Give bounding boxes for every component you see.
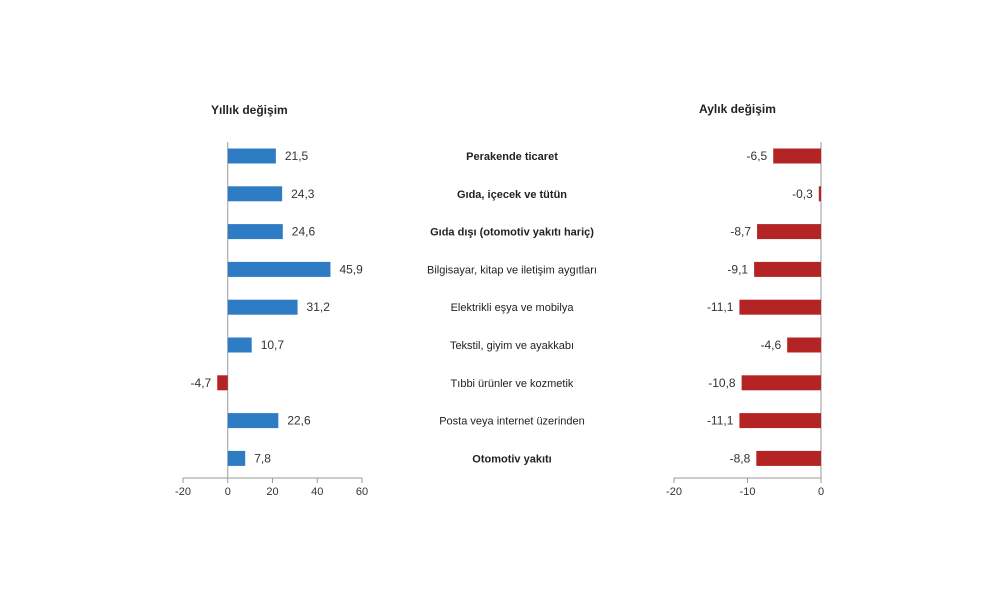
annual-bar [227,148,276,164]
monthly-value-label: -11,1 [707,300,734,314]
monthly-bar [739,413,821,429]
annual-bar [227,224,283,240]
annual-bar [227,450,246,466]
monthly-bar [756,450,821,466]
annual-bar [217,375,228,391]
category-label: Otomotiv yakıtı [472,453,551,465]
annual-bar [227,337,252,353]
monthly-value-label: -9,1 [727,262,748,276]
annual-value-label: -4,7 [191,376,212,390]
annual-value-label: 21,5 [285,149,309,163]
monthly-value-label: -8,8 [730,451,751,465]
annual-change-panel: 21,5 24,3 24,6 45,9 31,2 10,7 -4,7 22,6 7,8 -20 0 2… [175,142,368,498]
monthly-bar [818,186,821,202]
annual-x-tick-label: 40 [311,486,323,498]
annual-value-label: 10,7 [261,338,285,352]
monthly-bar [739,299,821,315]
monthly-value-label: -6,5 [747,149,768,163]
category-label: Gıda dışı (otomotiv yakıtı hariç) [430,227,594,239]
monthly-bar [773,148,821,164]
category-label: Bilgisayar, kitap ve iletişim aygıtları [427,264,597,276]
monthly-change-panel: -6,5 -0,3 -8,7 -9,1 -11,1 -4,6 -10,8 -11,1 -8,8 -… [666,142,824,498]
annual-value-label: 24,6 [292,225,316,239]
annual-value-label: 7,8 [254,451,271,465]
monthly-x-tick-label: 0 [818,486,824,498]
annual-bar [227,299,298,315]
category-label: Tekstil, giyim ve ayakkabı [450,340,574,352]
monthly-bar [741,375,821,391]
annual-value-label: 45,9 [339,262,363,276]
monthly-x-tick-label: -20 [666,486,682,498]
category-label: Perakende ticaret [466,151,558,163]
monthly-bar [754,261,821,277]
annual-x-tick-label: 0 [225,486,231,498]
category-labels: Perakende ticaret Gıda, içecek ve tütün Gı… [427,151,597,465]
category-label: Gıda, içecek ve tütün [457,189,567,201]
annual-value-label: 22,6 [287,414,311,428]
annual-bar [227,261,331,277]
annual-value-label: 24,3 [291,187,315,201]
category-label: Posta veya internet üzerinden [439,416,585,428]
category-label: Tıbbi ürünler ve kozmetik [451,378,574,390]
annual-x-tick-label: 60 [356,486,368,498]
monthly-bar [757,224,821,240]
annual-x-tick-label: -20 [175,486,191,498]
annual-x-tick-label: 20 [266,486,278,498]
annual-value-label: 31,2 [307,300,331,314]
annual-change-title: Yıllık değişim [211,103,288,117]
monthly-value-label: -11,1 [707,414,734,428]
category-label: Elektrikli eşya ve mobilya [451,302,575,314]
monthly-value-label: -10,8 [708,376,736,390]
monthly-bar [787,337,821,353]
monthly-change-title: Aylık değişim [699,102,776,116]
monthly-value-label: -0,3 [792,187,813,201]
monthly-x-tick-label: -10 [740,486,756,498]
annual-bar [227,413,279,429]
monthly-value-label: -8,7 [730,225,751,239]
monthly-value-label: -4,6 [761,338,782,352]
annual-bar [227,186,283,202]
